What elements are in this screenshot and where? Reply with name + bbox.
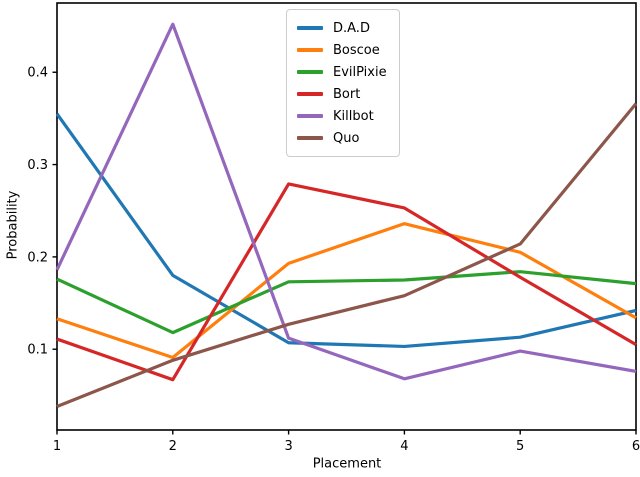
- series-line-Quo: [56, 102, 638, 408]
- x-tick-label: 3: [284, 439, 292, 454]
- y-tick-label: 0.4: [27, 66, 48, 81]
- x-tick-label: 1: [53, 439, 61, 454]
- y-axis-label: Probability: [5, 190, 21, 260]
- legend-entry: Quo: [297, 127, 387, 149]
- legend-label: EvilPixie: [333, 64, 387, 80]
- series-line-EvilPixie: [56, 270, 637, 335]
- plot-border: [56, 2, 637, 431]
- x-axis-label: Placement: [312, 456, 382, 472]
- legend-line-swatch: [297, 92, 323, 96]
- x-tick-label: 2: [169, 439, 177, 454]
- legend-label: D.A.D: [333, 20, 370, 36]
- legend-entry: Boscoe: [297, 39, 387, 61]
- legend-label: Boscoe: [333, 42, 380, 58]
- legend-line-swatch: [297, 114, 323, 118]
- legend-line-swatch: [297, 136, 323, 140]
- series-line-D.A.D: [55, 112, 637, 349]
- x-tick-label: 5: [516, 439, 524, 454]
- legend-label: Bort: [333, 86, 361, 102]
- legend-entry: Killbot: [297, 105, 387, 127]
- legend-entry: Bort: [297, 83, 387, 105]
- series-line-Boscoe: [56, 222, 637, 360]
- legend: D.A.D Boscoe EvilPixie Bort Killbot Quo: [286, 9, 400, 157]
- y-tick-label: 0.3: [27, 158, 48, 173]
- legend-line-swatch: [297, 48, 323, 52]
- y-tick-label: 0.1: [27, 343, 48, 358]
- legend-label: Killbot: [333, 108, 374, 124]
- legend-label: Quo: [333, 130, 360, 146]
- x-tick-label: 6: [632, 439, 640, 454]
- series-line-Bort: [56, 182, 637, 382]
- x-tick-label: 4: [400, 439, 408, 454]
- legend-line-swatch: [297, 26, 323, 30]
- legend-entry: EvilPixie: [297, 61, 387, 83]
- legend-entry: D.A.D: [297, 17, 387, 39]
- y-tick-label: 0.2: [27, 250, 48, 265]
- legend-line-swatch: [297, 70, 323, 74]
- series-line-Killbot: [55, 22, 637, 381]
